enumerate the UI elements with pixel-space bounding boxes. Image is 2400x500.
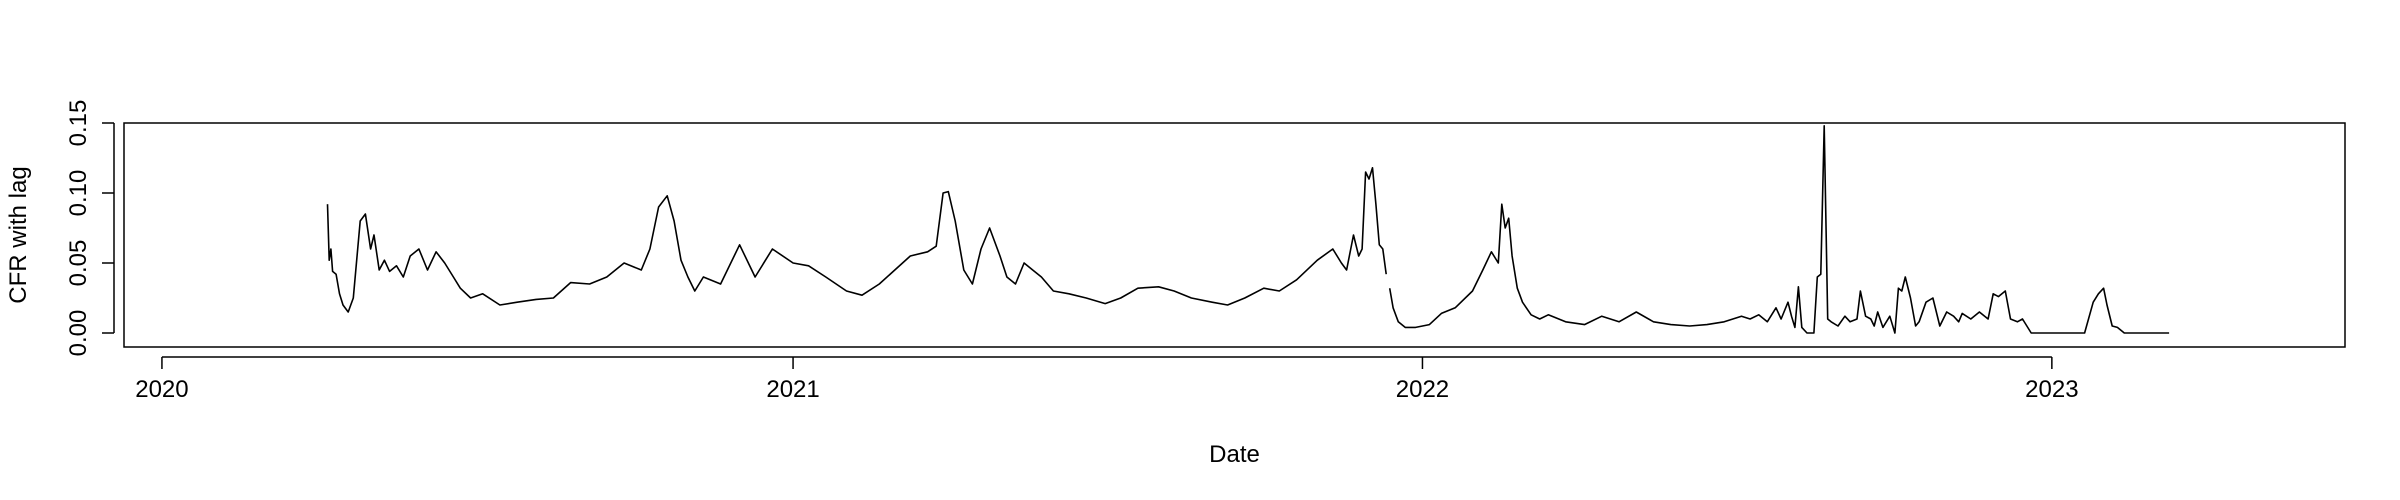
x-tick-label: 2023: [2025, 376, 2078, 403]
x-axis-title: Date: [1209, 441, 1260, 468]
x-tick-label: 2022: [1396, 376, 1449, 403]
y-tick-label: 0.00: [65, 310, 92, 357]
y-tick-label: 0.05: [65, 240, 92, 287]
series-line: [1388, 125, 2170, 334]
x-tick-label: 2021: [766, 376, 819, 403]
series-layer: [326, 125, 2170, 334]
y-tick-label: 0.10: [65, 170, 92, 217]
series-line: [326, 167, 1387, 313]
x-axis: 2020 2021 2022 2023: [135, 356, 2079, 403]
y-axis: 0.00 0.05 0.10 0.15: [65, 100, 115, 357]
x-tick-label: 2020: [135, 376, 188, 403]
y-axis-title: CFR with lag: [5, 166, 32, 303]
y-tick-label: 0.15: [65, 100, 92, 147]
plot-frame: [123, 122, 2346, 348]
